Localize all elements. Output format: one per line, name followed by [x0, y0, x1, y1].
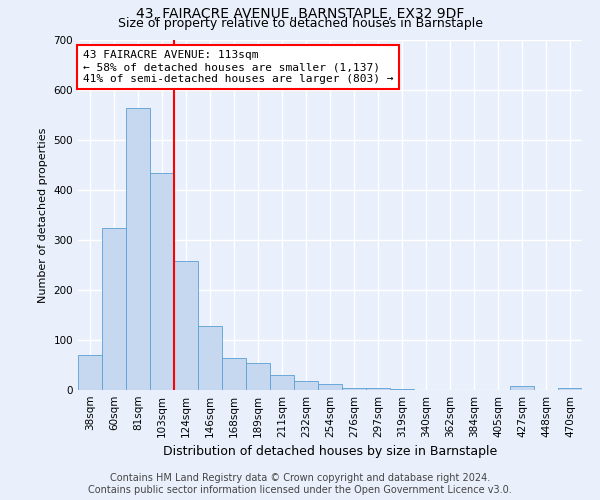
Bar: [150, 172, 174, 390]
X-axis label: Distribution of detached houses by size in Barnstaple: Distribution of detached houses by size …: [163, 446, 497, 458]
Bar: [366, 388, 390, 390]
Bar: [270, 375, 294, 390]
Text: 43 FAIRACRE AVENUE: 113sqm
← 58% of detached houses are smaller (1,137)
41% of s: 43 FAIRACRE AVENUE: 113sqm ← 58% of deta…: [83, 50, 394, 84]
Bar: [174, 261, 198, 390]
Bar: [222, 358, 246, 390]
Bar: [390, 389, 414, 390]
Bar: [510, 386, 534, 390]
Bar: [126, 108, 150, 390]
Bar: [318, 384, 342, 390]
Bar: [78, 355, 102, 390]
Y-axis label: Number of detached properties: Number of detached properties: [38, 128, 48, 302]
Text: Size of property relative to detached houses in Barnstaple: Size of property relative to detached ho…: [118, 16, 482, 30]
Bar: [102, 228, 126, 390]
Text: Contains HM Land Registry data © Crown copyright and database right 2024.
Contai: Contains HM Land Registry data © Crown c…: [88, 474, 512, 495]
Bar: [342, 388, 366, 390]
Bar: [558, 388, 582, 390]
Bar: [294, 381, 318, 390]
Text: 43, FAIRACRE AVENUE, BARNSTAPLE, EX32 9DF: 43, FAIRACRE AVENUE, BARNSTAPLE, EX32 9D…: [136, 8, 464, 22]
Bar: [198, 326, 222, 390]
Bar: [246, 362, 270, 390]
